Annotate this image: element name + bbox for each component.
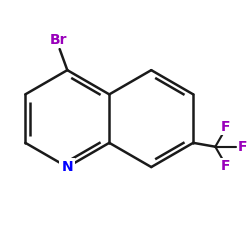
Text: N: N [62, 160, 73, 174]
Text: F: F [221, 120, 230, 134]
Text: F: F [238, 140, 248, 154]
Text: Br: Br [50, 33, 67, 47]
Text: F: F [221, 160, 230, 173]
